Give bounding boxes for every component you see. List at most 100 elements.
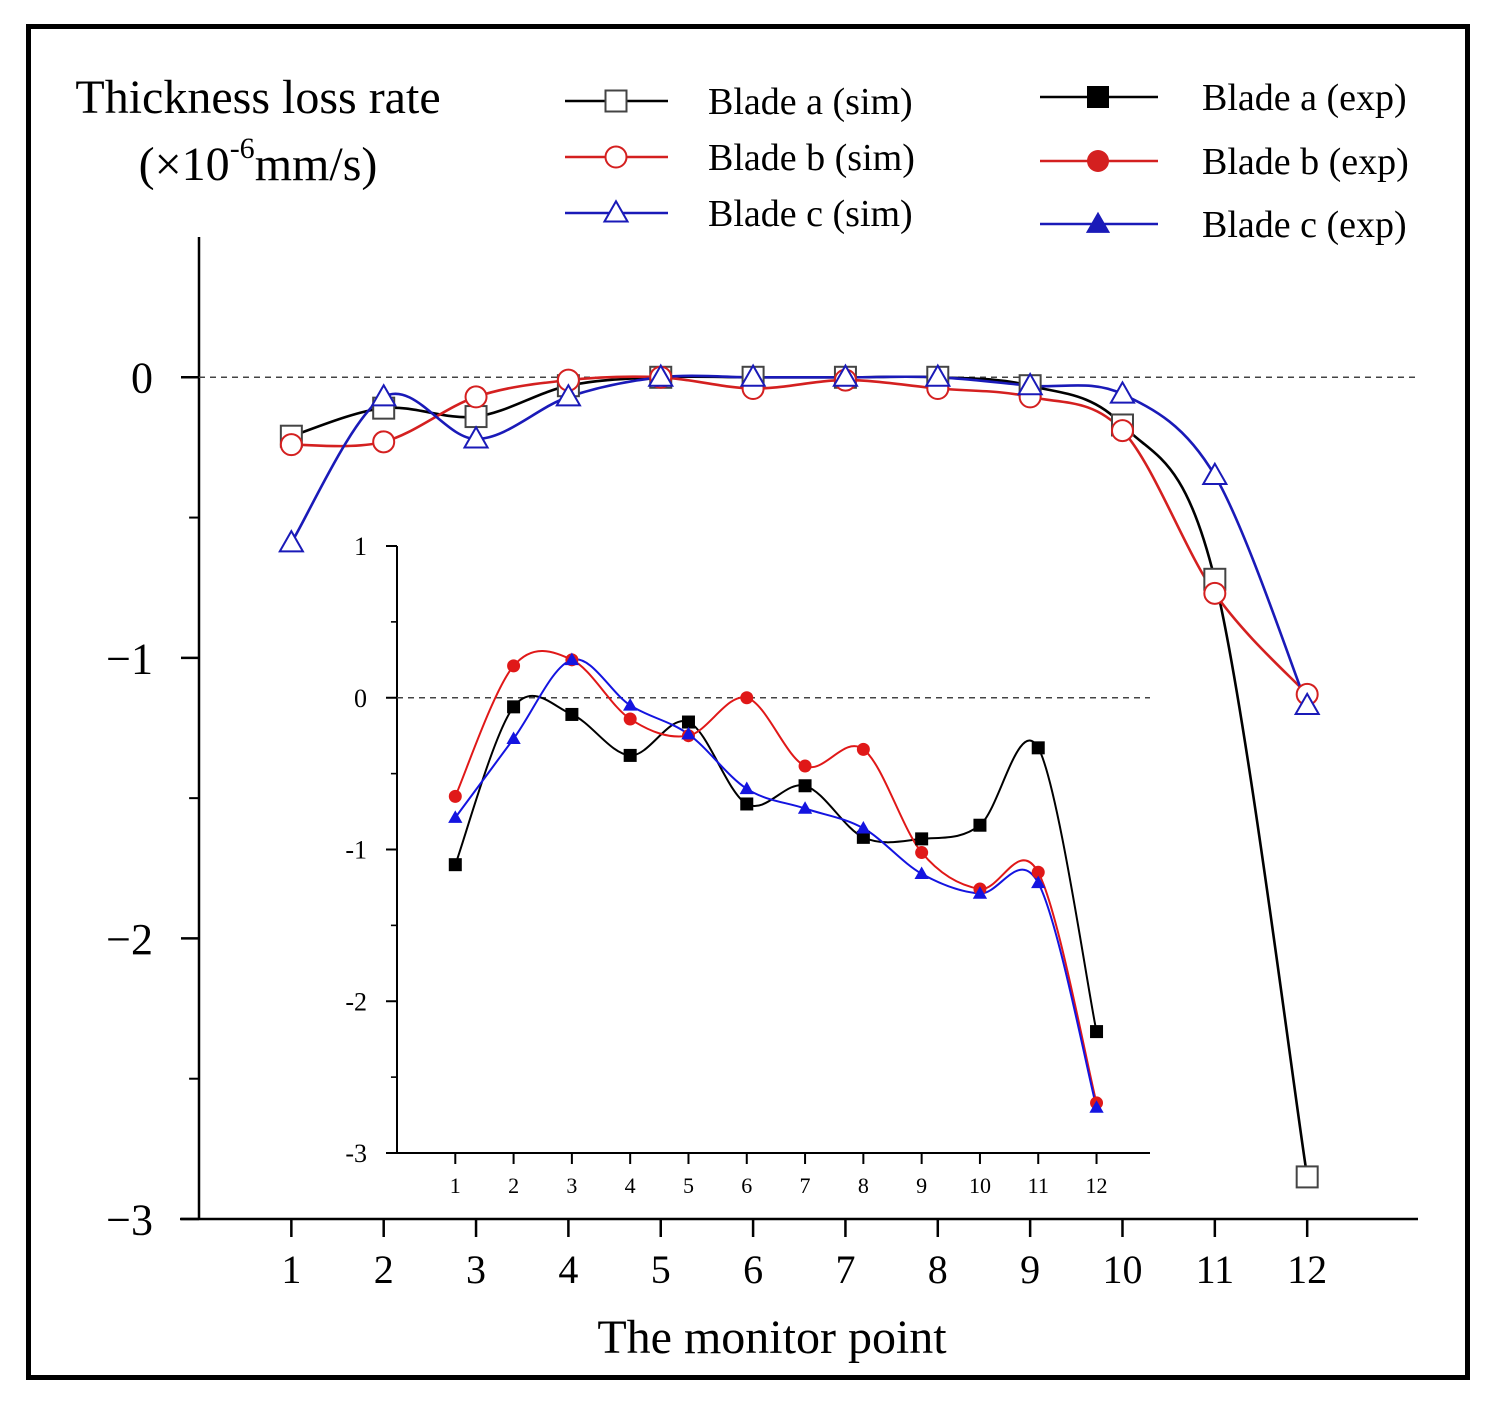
inset-x-tick-label: 1 bbox=[450, 1173, 461, 1198]
inset-y-tick-label: -2 bbox=[345, 987, 367, 1016]
inset-data-point-a bbox=[507, 700, 521, 714]
inset-data-point-b bbox=[507, 659, 521, 673]
data-point-b bbox=[279, 433, 303, 457]
legend-item: Blade b (sim) bbox=[565, 137, 915, 179]
inset-x-tick-label: 3 bbox=[566, 1173, 577, 1198]
data-point-c bbox=[647, 363, 675, 387]
inset-data-point-c bbox=[448, 810, 463, 823]
inset-data-point-a bbox=[856, 830, 870, 844]
inset-data-point-b bbox=[448, 789, 462, 803]
x-tick-label: 6 bbox=[743, 1247, 763, 1292]
x-tick-label: 10 bbox=[1102, 1247, 1142, 1292]
data-point-c bbox=[1201, 461, 1229, 485]
inset-data-point-c bbox=[623, 698, 638, 711]
data-point-c bbox=[555, 383, 582, 407]
series-line-c bbox=[290, 374, 1309, 707]
inset-data-point-c bbox=[506, 731, 521, 744]
data-point-c bbox=[1016, 371, 1044, 396]
x-tick-label: 9 bbox=[1020, 1247, 1040, 1292]
legend-marker bbox=[1085, 211, 1111, 233]
legend-label: Blade b (sim) bbox=[708, 137, 915, 179]
inset-data-point-a bbox=[740, 797, 754, 811]
inset-x-tick-label: 8 bbox=[858, 1173, 869, 1198]
inset-data-point-a bbox=[1031, 741, 1045, 755]
legend-item: Blade a (exp) bbox=[1040, 77, 1407, 119]
inset-x-tick-label: 10 bbox=[969, 1173, 991, 1198]
legend-label: Blade c (sim) bbox=[708, 193, 913, 235]
x-tick-label: 1 bbox=[281, 1247, 301, 1292]
y-axis-unit: (×10-6mm/s) bbox=[139, 132, 378, 191]
inset-data-point-a bbox=[448, 858, 462, 872]
y-tick-label: 0 bbox=[131, 354, 153, 403]
inset-y-tick-label: -1 bbox=[345, 836, 367, 865]
legend: Blade a (sim) Blade b (sim) Blade c (sim) B… bbox=[565, 77, 1409, 246]
x-tick-label: 11 bbox=[1196, 1247, 1235, 1292]
legend-marker bbox=[604, 89, 628, 113]
legend-label: Blade a (sim) bbox=[708, 81, 913, 123]
inset-data-point-c bbox=[681, 726, 696, 740]
y-axis-unit-suffix: mm/s) bbox=[255, 138, 378, 191]
inset-data-point-c bbox=[972, 886, 988, 899]
data-point-c bbox=[924, 363, 952, 387]
legend-marker bbox=[602, 199, 630, 223]
legend-item: Blade c (exp) bbox=[1040, 204, 1407, 246]
data-point-a bbox=[464, 405, 488, 429]
x-tick-label: 3 bbox=[466, 1247, 486, 1292]
inset-x-tick-label: 2 bbox=[508, 1173, 519, 1198]
y-axis-title: Thickness loss rate bbox=[75, 71, 440, 124]
data-point-a bbox=[1295, 1165, 1319, 1189]
inset-data-point-b bbox=[798, 759, 812, 773]
inset-x-tick-label: 5 bbox=[683, 1173, 694, 1198]
inset-y-tick-label: 0 bbox=[354, 684, 367, 713]
inset-data-point-b bbox=[623, 712, 637, 726]
inset-x-tick-label: 11 bbox=[1028, 1173, 1049, 1198]
inset-data-point-a bbox=[973, 818, 987, 832]
data-point-c bbox=[739, 363, 767, 387]
legend-label: Blade a (exp) bbox=[1202, 77, 1407, 119]
legend-label: Blade c (exp) bbox=[1202, 204, 1407, 246]
inset-data-point-c bbox=[739, 781, 754, 795]
inset-data-point-a bbox=[915, 832, 929, 846]
inset-x-tick-label: 4 bbox=[625, 1173, 636, 1198]
y-tick-label: −3 bbox=[106, 1195, 153, 1244]
data-point-b bbox=[372, 430, 396, 454]
x-tick-label: 4 bbox=[558, 1247, 578, 1292]
legend-item: Blade a (sim) bbox=[565, 81, 913, 123]
inset-y-tick-label: 1 bbox=[354, 532, 367, 561]
legend-marker bbox=[1087, 150, 1109, 172]
inset-data-point-b bbox=[1031, 865, 1045, 879]
y-tick-label: −1 bbox=[106, 634, 153, 683]
inset-data-point-a bbox=[623, 748, 637, 762]
x-tick-label: 12 bbox=[1287, 1247, 1327, 1292]
inset-data-point-c bbox=[914, 866, 929, 880]
inset-data-point-a bbox=[1090, 1025, 1104, 1039]
data-point-c bbox=[278, 529, 305, 553]
series-line-a bbox=[290, 375, 1309, 1178]
inset-data-point-a bbox=[565, 707, 579, 721]
inset-data-point-c bbox=[856, 821, 871, 834]
y-axis-unit-prefix: (×10 bbox=[139, 138, 230, 191]
inset-data-point-b bbox=[915, 846, 929, 860]
data-point-b bbox=[1110, 419, 1134, 443]
legend-label: Blade b (exp) bbox=[1202, 141, 1409, 183]
inset-data-point-c bbox=[1031, 875, 1046, 889]
data-point-c bbox=[1293, 691, 1321, 716]
data-point-b bbox=[464, 385, 488, 409]
legend-item: Blade c (sim) bbox=[565, 193, 913, 235]
data-point-c bbox=[1109, 380, 1136, 404]
x-tick-label: 7 bbox=[835, 1247, 855, 1292]
inset-x-tick-label: 12 bbox=[1086, 1173, 1108, 1198]
y-axis-unit-exponent: -6 bbox=[230, 132, 255, 165]
y-tick-label: −2 bbox=[106, 915, 153, 964]
inset-x-tick-label: 9 bbox=[916, 1173, 927, 1198]
inset-series-line-c bbox=[454, 658, 1098, 1108]
inset-series-line-b bbox=[454, 650, 1098, 1104]
legend-marker bbox=[604, 145, 628, 169]
inset-series-line-a bbox=[454, 694, 1098, 1032]
x-tick-label: 2 bbox=[374, 1247, 394, 1292]
data-point-c bbox=[832, 363, 859, 387]
legend-marker bbox=[1087, 86, 1109, 108]
x-tick-label: 5 bbox=[651, 1247, 671, 1292]
data-point-c bbox=[370, 383, 397, 407]
